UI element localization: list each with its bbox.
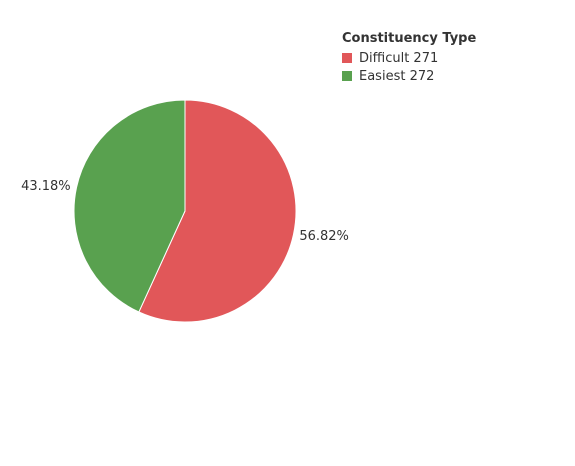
- pie-label-difficult: 56.82%: [299, 229, 349, 244]
- legend-label-difficult: Difficult 271: [359, 50, 439, 66]
- legend: Constituency Type Difficult 271 Easiest …: [342, 31, 476, 85]
- legend-item-easiest[interactable]: Easiest 272: [342, 67, 476, 85]
- pie-label-easiest: 43.18%: [21, 179, 71, 194]
- pie-labels: 56.82% 43.18%: [21, 179, 349, 244]
- legend-swatch-easiest: [342, 71, 352, 81]
- pie-slice-easiest[interactable]: [73, 99, 186, 313]
- pie-slice-difficult[interactable]: [138, 99, 297, 323]
- legend-item-difficult[interactable]: Difficult 271: [342, 49, 476, 67]
- legend-title: Constituency Type: [342, 31, 477, 46]
- legend-label-easiest: Easiest 272: [359, 68, 435, 84]
- legend-swatch-difficult: [342, 53, 352, 63]
- pie-slices: [73, 99, 297, 323]
